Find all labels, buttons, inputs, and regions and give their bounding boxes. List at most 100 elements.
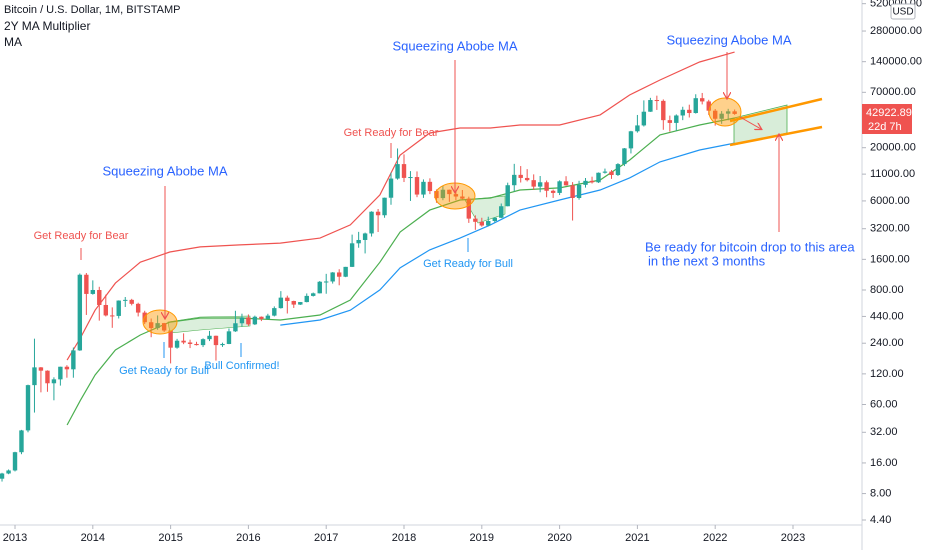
candle-body xyxy=(460,196,465,199)
candle-body xyxy=(103,304,109,316)
candle-body xyxy=(648,100,653,112)
candle-body xyxy=(278,297,284,309)
candle-body xyxy=(473,218,478,222)
candle-body xyxy=(226,331,232,344)
candle-body xyxy=(181,340,186,343)
y-tick-label: 60.00 xyxy=(870,398,898,410)
candle-body xyxy=(576,184,582,199)
candle-body xyxy=(492,217,497,221)
x-tick-label: 2016 xyxy=(236,532,260,544)
y-tick-label: 16.00 xyxy=(870,457,898,469)
candle-body xyxy=(563,181,569,186)
y-tick-label: 32.00 xyxy=(870,426,898,438)
candle-body xyxy=(680,109,685,116)
candle-body xyxy=(64,366,70,370)
candle-body xyxy=(414,177,420,195)
y-tick-label: 120.00 xyxy=(870,368,904,380)
candle-body xyxy=(200,339,206,346)
candle-body xyxy=(265,315,271,319)
last-price: 42922.89 xyxy=(866,107,912,119)
y-tick-label: 280000.00 xyxy=(870,25,922,37)
y-tick-label: 11000.00 xyxy=(870,168,915,180)
candle-body xyxy=(110,315,115,317)
candle-body xyxy=(220,343,225,346)
candle-body xyxy=(382,197,387,216)
y-tick-label: 70000.00 xyxy=(870,86,916,98)
y-tick-label: 240.00 xyxy=(870,337,904,349)
y-tick-label: 4.40 xyxy=(870,514,891,526)
highlight-ellipse xyxy=(708,97,742,127)
candle-body xyxy=(155,323,160,329)
indicator-label: MA xyxy=(4,35,22,49)
candle-body xyxy=(505,185,510,207)
candle-body xyxy=(116,300,121,316)
candle-body xyxy=(479,221,485,226)
candle-body xyxy=(550,190,556,193)
annotation: Be ready for bitcoin drop to this area xyxy=(645,239,855,254)
x-tick-label: 2015 xyxy=(158,532,182,544)
candle-body xyxy=(349,243,355,267)
candle-body xyxy=(0,473,5,479)
candle-body xyxy=(77,274,83,351)
candle-body xyxy=(719,113,724,119)
candle-body xyxy=(161,323,167,331)
candle-body xyxy=(453,194,459,197)
candle-body xyxy=(311,293,316,296)
candle-body xyxy=(427,181,433,192)
candle-body xyxy=(628,131,634,149)
annotation: in the next 3 months xyxy=(648,253,766,268)
candle-body xyxy=(661,100,666,121)
candle-body xyxy=(291,300,296,305)
drawings xyxy=(80,52,823,358)
indicator-label: 2Y MA Multiplier xyxy=(4,19,90,33)
candle-body xyxy=(589,180,595,183)
annotation: Get Ready for Bull xyxy=(119,365,209,377)
annotation: Squeezing Abobe MA xyxy=(666,32,791,47)
x-tick-label: 2022 xyxy=(703,532,727,544)
annotations: Get Ready for Bear Squeezing Abobe MA Get … xyxy=(34,32,856,376)
y-tick-label: 8.00 xyxy=(870,487,891,499)
annotation: Get Ready for Bull xyxy=(423,258,513,270)
candle-body xyxy=(700,98,705,102)
x-tick-label: 2020 xyxy=(547,532,571,544)
candle-body xyxy=(531,180,536,187)
annotation: Get Ready for Bear xyxy=(344,127,439,139)
candle-body xyxy=(317,281,322,294)
y-tick-label: 1600.00 xyxy=(870,253,910,265)
candle-body xyxy=(259,316,264,319)
candle-body xyxy=(725,111,731,114)
candle-body xyxy=(6,470,11,474)
candle-body xyxy=(51,379,57,384)
candle-body xyxy=(544,182,549,191)
x-tick-label: 2017 xyxy=(314,532,338,544)
candle-body xyxy=(187,342,193,344)
candle-body xyxy=(239,317,245,324)
candle-body xyxy=(285,297,290,301)
candle-body xyxy=(32,367,37,386)
candle-body xyxy=(174,340,180,348)
candle-body xyxy=(395,164,400,179)
candle-body xyxy=(12,452,18,471)
candle-body xyxy=(213,335,219,346)
candle-body xyxy=(524,177,530,181)
candle-body xyxy=(84,274,89,294)
candle-body xyxy=(246,317,251,325)
candle-body xyxy=(330,272,335,282)
candles xyxy=(0,92,737,482)
annotation: Bull Confirmed! xyxy=(204,360,279,372)
candle-body xyxy=(635,125,640,132)
x-tick-label: 2018 xyxy=(392,532,416,544)
x-tick-label: 2023 xyxy=(781,532,805,544)
y-tick-label: 140000.00 xyxy=(870,56,922,68)
candle-body xyxy=(304,295,309,303)
candle-body xyxy=(90,289,96,294)
x-tick-label: 2013 xyxy=(3,532,27,544)
x-tick-label: 2014 xyxy=(81,532,105,544)
candle-body xyxy=(537,182,543,187)
candle-body xyxy=(45,370,50,384)
y-tick-label: 3200.00 xyxy=(870,223,910,235)
candle-body xyxy=(693,98,698,114)
candle-body xyxy=(123,299,128,301)
